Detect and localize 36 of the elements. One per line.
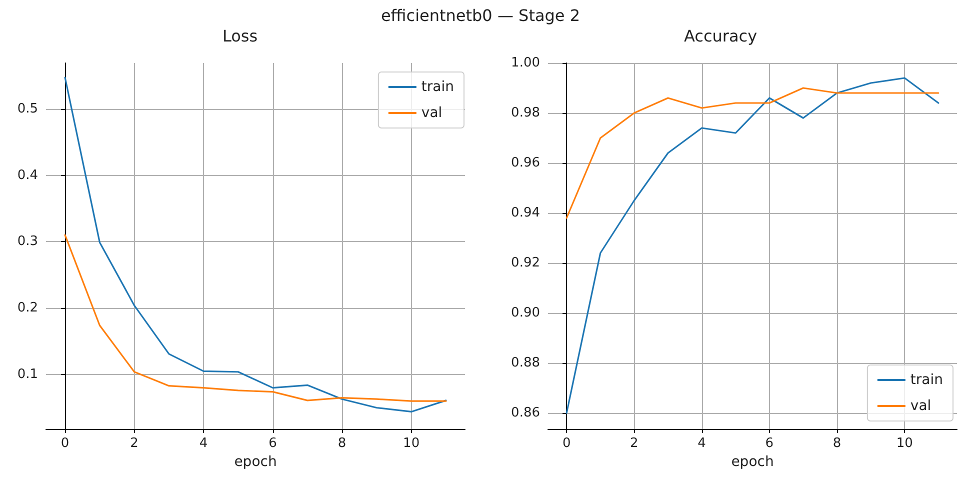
x-tick-label: 10 — [403, 436, 420, 451]
x-tick-label: 10 — [896, 436, 913, 451]
y-tick-label: 0.4 — [17, 168, 38, 183]
x-tick-label: 8 — [832, 436, 842, 451]
line-series — [566, 87, 940, 219]
legend-label: train — [421, 79, 454, 95]
x-tick-label: 4 — [698, 436, 706, 451]
line-series — [64, 234, 447, 402]
x-tick-label: 4 — [199, 436, 208, 451]
x-tick-label: 0 — [60, 436, 70, 451]
chart-title: Loss — [222, 26, 258, 46]
y-tick-label: 0.88 — [511, 356, 540, 370]
x-tick-label: 2 — [130, 436, 138, 451]
x-tick-label: 8 — [338, 436, 346, 451]
y-tick-label: 0.92 — [511, 256, 540, 270]
x-axis-title: epoch — [234, 454, 277, 470]
y-tick-label: 0.1 — [17, 367, 38, 382]
legend-label: val — [421, 105, 442, 121]
y-tick-label: 1.00 — [511, 56, 540, 70]
x-tick-label: 6 — [268, 436, 277, 451]
y-tick-label: 0.98 — [511, 106, 540, 120]
y-tick-label: 0.3 — [17, 234, 38, 250]
x-axis-title: epoch — [731, 454, 774, 470]
x-tick-label: 6 — [765, 436, 774, 451]
legend-label: val — [910, 398, 932, 414]
y-tick-label: 0.94 — [511, 206, 540, 220]
legend-label: train — [910, 372, 944, 388]
y-tick-label: 0.96 — [511, 156, 540, 170]
x-tick-label: 0 — [562, 436, 571, 451]
y-tick-label: 0.90 — [511, 306, 540, 320]
y-tick-label: 0.2 — [17, 300, 38, 316]
chart-title: Accuracy — [684, 26, 758, 46]
y-tick-label: 0.5 — [17, 101, 38, 116]
y-tick-label: 0.86 — [511, 406, 540, 420]
text: efficientnetb0 — Stage 2 — [380, 6, 582, 25]
x-tick-label: 2 — [630, 436, 638, 451]
